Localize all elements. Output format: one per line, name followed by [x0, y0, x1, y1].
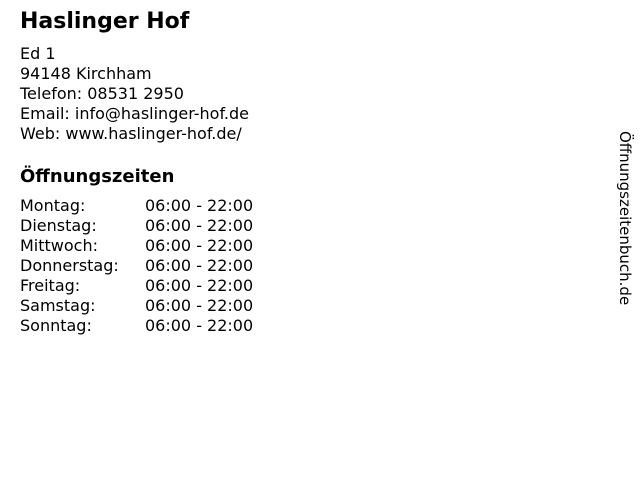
hours-row-donnerstag: Donnerstag: 06:00 - 22:00 — [20, 256, 620, 276]
day-label: Sonntag: — [20, 316, 92, 335]
address-line-street: Ed 1 — [20, 44, 56, 63]
day-label: Dienstag: — [20, 216, 97, 235]
email-label: Email: — [20, 104, 70, 123]
time-value: 06:00 - 22:00 — [145, 196, 254, 215]
day-label: Donnerstag: — [20, 256, 119, 275]
page-title: Haslinger Hof — [20, 9, 190, 34]
hours-row-mittwoch: Mittwoch: 06:00 - 22:00 — [20, 236, 620, 256]
time-value: 06:00 - 22:00 — [145, 296, 254, 315]
phone-label: Telefon: — [20, 84, 83, 103]
opening-hours-table: Montag: 06:00 - 22:00 Dienstag: 06:00 - … — [20, 196, 620, 336]
web-label: Web: — [20, 124, 61, 143]
time-value: 06:00 - 22:00 — [145, 216, 254, 235]
address-contact-block: Ed 1 94148 Kirchham Telefon: 08531 2950 … — [20, 44, 620, 144]
phone-line: Telefon: 08531 2950 — [20, 84, 620, 104]
time-value: 06:00 - 22:00 — [145, 276, 254, 295]
email-value[interactable]: info@haslinger-hof.de — [74, 104, 250, 123]
watermark-oeffnungszeitenbuch[interactable]: Öffnungszeitenbuch.de — [616, 131, 634, 306]
web-value[interactable]: www.haslinger-hof.de/ — [65, 124, 242, 143]
hours-row-dienstag: Dienstag: 06:00 - 22:00 — [20, 216, 620, 236]
hours-row-sonntag: Sonntag: 06:00 - 22:00 — [20, 316, 620, 336]
web-line: Web: www.haslinger-hof.de/ — [20, 124, 620, 144]
time-value: 06:00 - 22:00 — [145, 316, 254, 335]
phone-value: 08531 2950 — [87, 84, 184, 103]
address-line-city: 94148 Kirchham — [20, 64, 152, 83]
day-label: Mittwoch: — [20, 236, 98, 255]
day-label: Freitag: — [20, 276, 81, 295]
hours-row-freitag: Freitag: 06:00 - 22:00 — [20, 276, 620, 296]
hours-heading: Öffnungszeiten — [20, 166, 175, 187]
day-label: Samstag: — [20, 296, 96, 315]
email-line: Email: info@haslinger-hof.de — [20, 104, 620, 124]
time-value: 06:00 - 22:00 — [145, 256, 254, 275]
day-label: Montag: — [20, 196, 86, 215]
time-value: 06:00 - 22:00 — [145, 236, 254, 255]
business-listing-page: Haslinger Hof Ed 1 94148 Kirchham Telefo… — [20, 9, 620, 336]
hours-row-montag: Montag: 06:00 - 22:00 — [20, 196, 620, 216]
hours-row-samstag: Samstag: 06:00 - 22:00 — [20, 296, 620, 316]
